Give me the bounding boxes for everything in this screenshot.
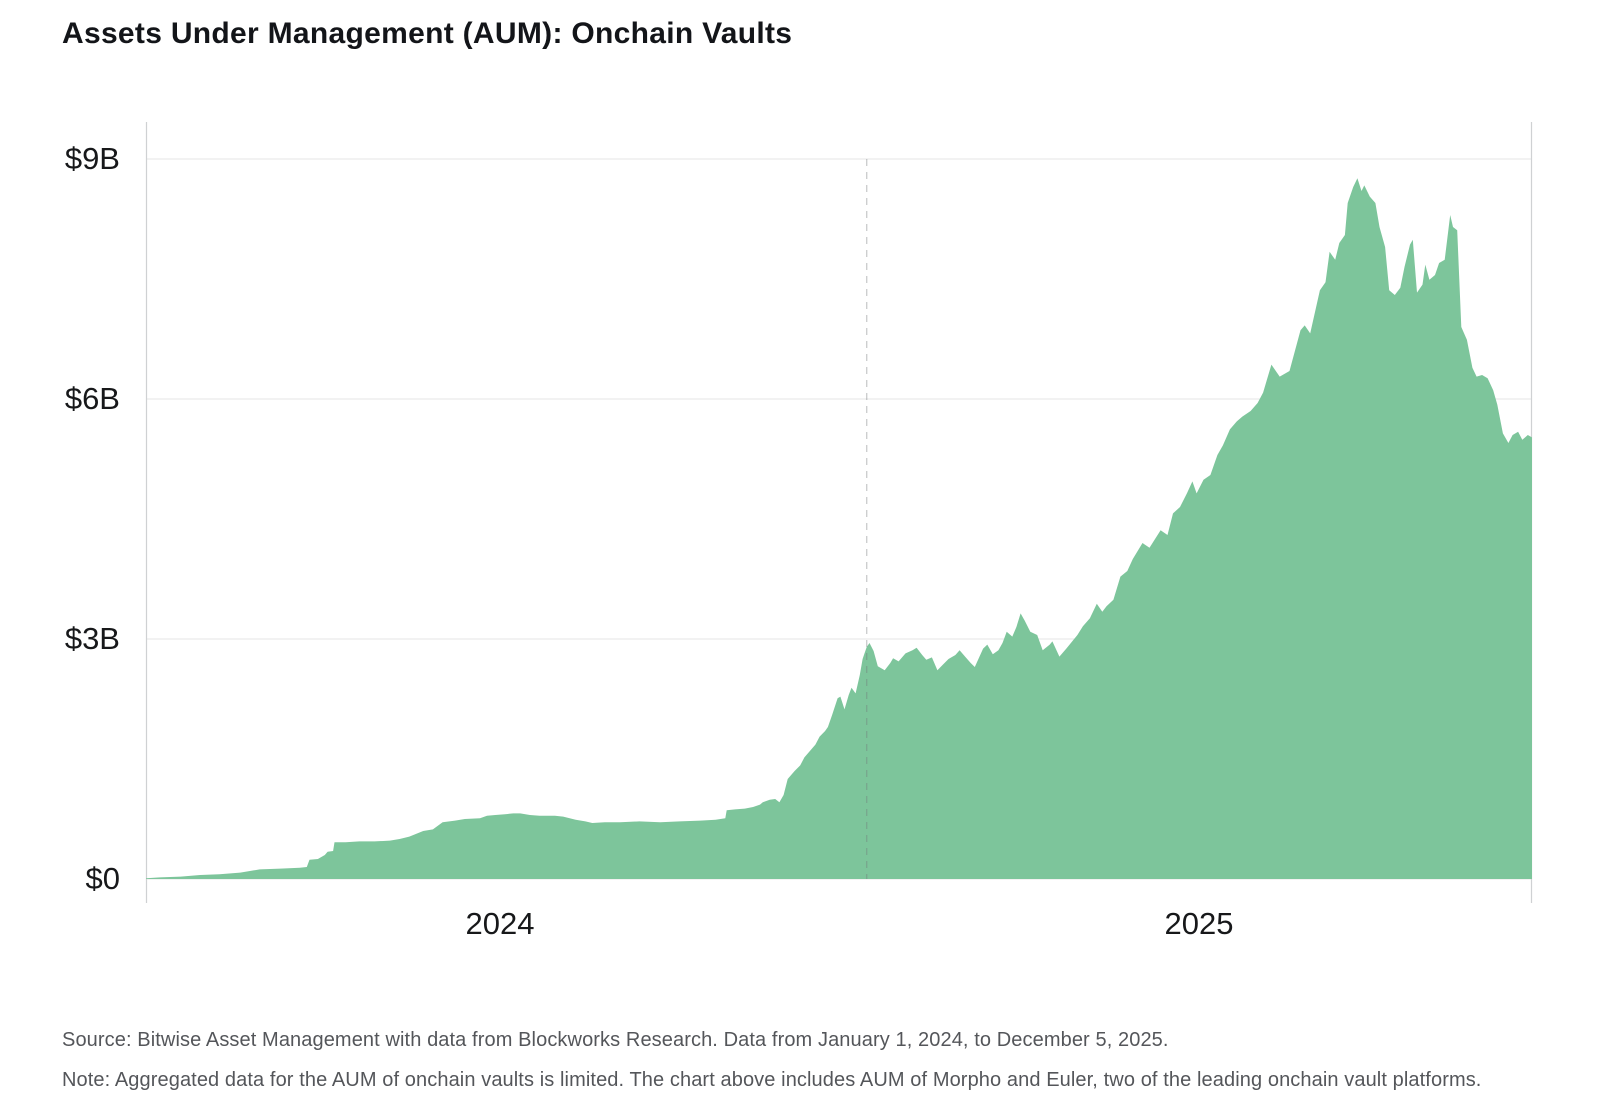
x-axis-label-2025: 2025 — [1164, 906, 1234, 941]
y-axis-tick-3b: $3B — [64, 621, 120, 656]
y-axis-tick-6b: $6B — [64, 381, 120, 416]
chart-title: Assets Under Management (AUM): Onchain V… — [62, 17, 793, 50]
y-axis-tick-9b: $9B — [64, 141, 120, 176]
aum-area-chart — [145, 122, 1533, 903]
note-text: Note: Aggregated data for the AUM of onc… — [62, 1069, 1482, 1091]
source-text: Source: Bitwise Asset Management with da… — [62, 1029, 1169, 1051]
x-axis-label-2024: 2024 — [465, 906, 535, 941]
y-axis-tick-0: $0 — [85, 861, 120, 896]
aum-area-path — [146, 178, 1532, 879]
